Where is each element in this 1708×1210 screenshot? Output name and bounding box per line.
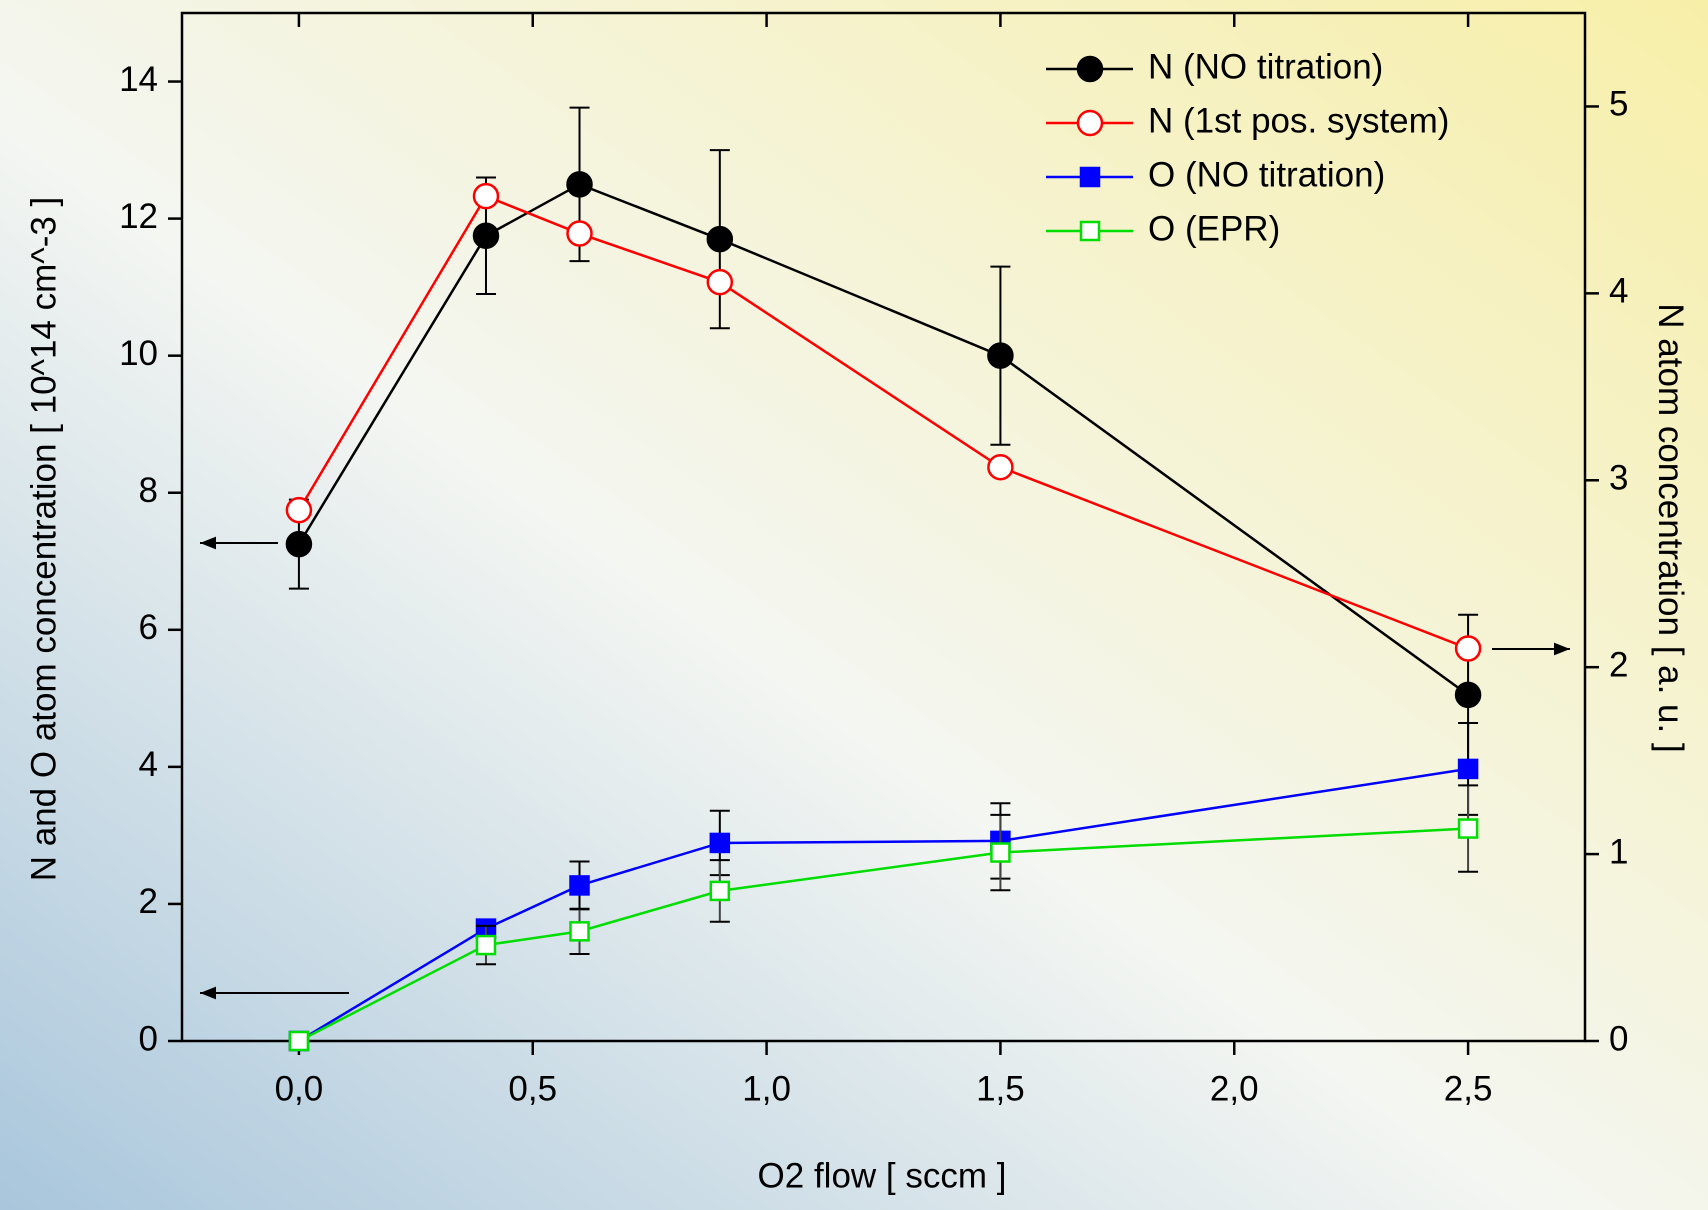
x-tick-label: 2,0: [1210, 1069, 1259, 1108]
data-point: [472, 182, 500, 210]
data-point: [987, 342, 1014, 369]
y2-tick-label: 3: [1609, 459, 1628, 498]
data-point: [566, 220, 593, 247]
data-point: [1457, 758, 1479, 780]
y-tick-label: 12: [119, 197, 158, 236]
series-line: [298, 767, 1469, 1043]
data-point: [706, 225, 734, 253]
y-tick-label: 6: [139, 608, 158, 647]
data-point: [288, 1030, 310, 1052]
y-tick-label: 14: [119, 60, 158, 99]
data-point: [472, 222, 500, 249]
data-point: [1454, 681, 1482, 709]
legend-label: O (NO titration): [1148, 155, 1385, 194]
y-tick-label: 0: [139, 1019, 158, 1058]
x-tick-label: 0,5: [508, 1069, 557, 1108]
y-tick-label: 8: [139, 471, 158, 510]
data-point: [990, 842, 1011, 863]
y2-tick-label: 2: [1609, 645, 1628, 684]
y2-tick-label: 0: [1609, 1019, 1628, 1058]
legend-marker: [1079, 166, 1101, 188]
legend-marker: [1076, 55, 1104, 83]
data-point: [475, 934, 497, 956]
y-axis-label: N and O atom concentration [ 10^14 cm^-3…: [24, 197, 63, 882]
data-point: [569, 921, 590, 942]
y2-axis-label: N atom concentration [ a. u. ]: [1651, 303, 1690, 752]
data-point: [569, 875, 590, 896]
data-point: [706, 268, 734, 296]
series-line: [297, 194, 1469, 650]
y2-tick-label: 5: [1609, 85, 1628, 124]
x-axis-label: O2 flow [ sccm ]: [758, 1156, 1007, 1195]
plot-frame: [180, 11, 1587, 1043]
legend-marker: [1076, 109, 1104, 137]
series-line: [297, 182, 1469, 696]
legend-marker: [1079, 220, 1101, 242]
y-tick-label: 4: [139, 745, 158, 784]
y2-tick-label: 4: [1609, 272, 1628, 311]
data-point: [1454, 635, 1482, 662]
y2-tick-label: 1: [1609, 832, 1628, 871]
data-point: [709, 832, 731, 854]
series-line: [298, 827, 1469, 1043]
x-tick-label: 1,5: [976, 1069, 1025, 1108]
data-point: [285, 496, 313, 524]
legend-label: O (EPR): [1148, 209, 1280, 248]
legend-label: N (NO titration): [1148, 47, 1383, 86]
data-point: [709, 880, 731, 902]
legend-label: N (1st pos. system): [1148, 101, 1449, 140]
x-tick-label: 2,5: [1444, 1069, 1493, 1108]
data-point: [987, 453, 1014, 481]
data-point: [1457, 818, 1479, 839]
data-point: [566, 171, 593, 198]
y-tick-label: 10: [119, 334, 158, 373]
x-tick-label: 0,0: [275, 1069, 324, 1108]
data-point: [285, 530, 313, 558]
y-tick-label: 2: [139, 882, 158, 921]
x-tick-label: 1,0: [742, 1069, 791, 1108]
